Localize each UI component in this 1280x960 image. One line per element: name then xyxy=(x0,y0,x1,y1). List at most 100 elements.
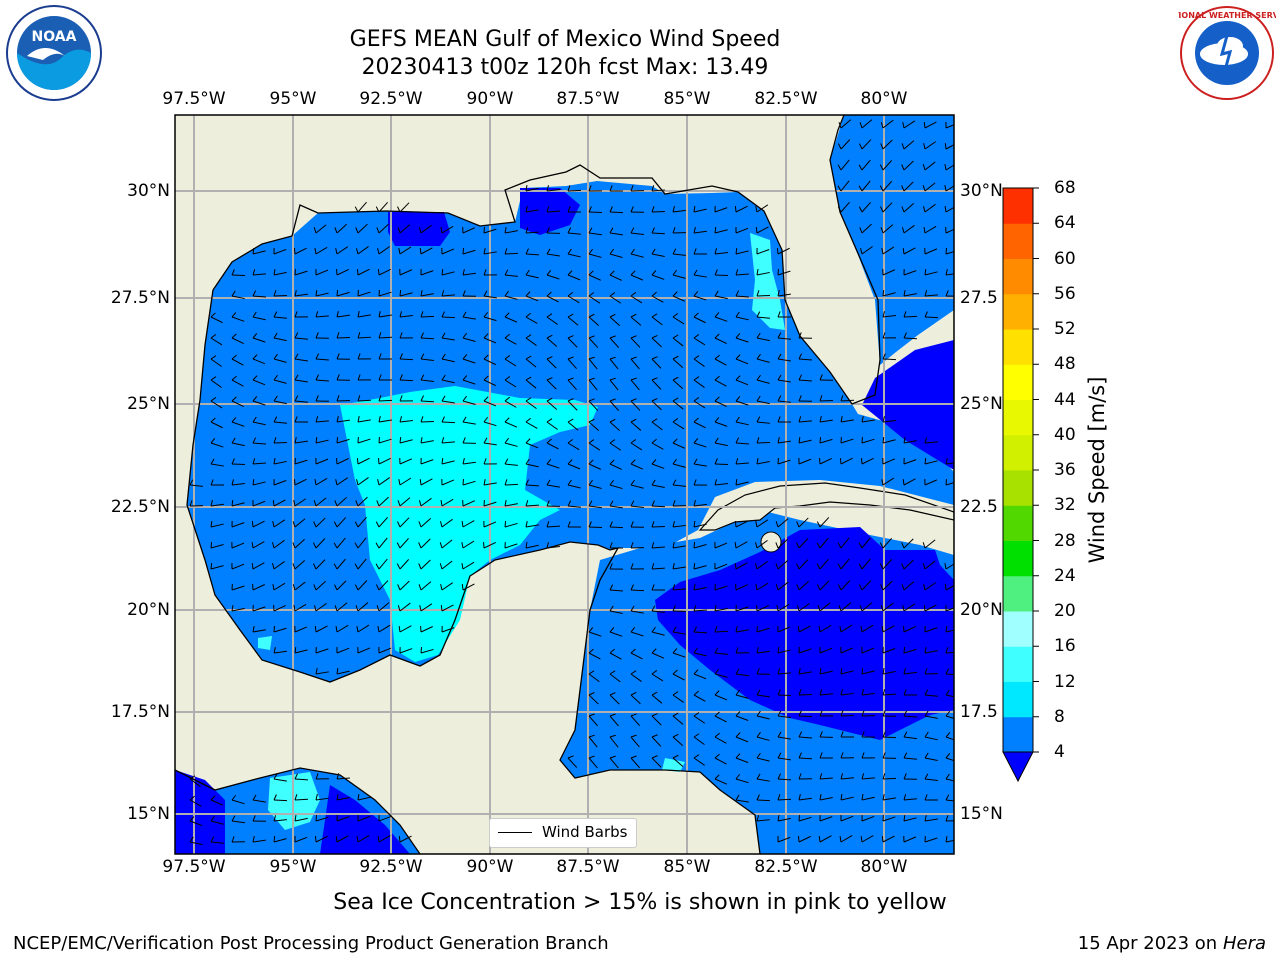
wind-barb-flag xyxy=(819,794,822,801)
wind-barb xyxy=(252,520,265,528)
wind-barb-flag xyxy=(735,753,741,759)
wind-barb-flag xyxy=(756,773,761,780)
wind-barb-flag xyxy=(252,396,258,402)
wind-barb xyxy=(735,673,749,677)
wind-barb-flag xyxy=(756,437,760,444)
wind-barb xyxy=(252,273,266,276)
wind-barb xyxy=(441,421,456,424)
wind-barb-flag xyxy=(609,248,615,255)
wind-barb-flag xyxy=(376,227,380,234)
wind-barb xyxy=(273,838,287,843)
wind-barb-flag xyxy=(441,353,446,360)
wind-barb xyxy=(336,458,349,465)
wind-barb xyxy=(798,648,812,654)
wind-barb xyxy=(294,440,308,444)
wind-barb-flag xyxy=(375,584,380,591)
wind-barb xyxy=(420,224,432,234)
wind-barb-flag xyxy=(924,731,929,738)
wind-barb-flag xyxy=(735,458,739,465)
wind-barb-flag xyxy=(376,605,380,612)
wind-barb-flag xyxy=(630,670,637,675)
wind-barb xyxy=(546,274,560,280)
wind-barb xyxy=(525,295,539,302)
wind-barb xyxy=(336,537,346,549)
wind-barb-flag xyxy=(881,248,884,255)
wind-barb-flag xyxy=(504,500,507,507)
wind-barb xyxy=(882,816,896,822)
wind-barb-flag xyxy=(945,689,950,696)
wind-barb-flag xyxy=(630,713,637,717)
wind-barb xyxy=(399,379,414,382)
wind-barb xyxy=(735,757,749,764)
wind-barb-flag xyxy=(881,835,884,843)
wind-barb xyxy=(273,480,287,486)
wind-barb xyxy=(609,442,622,451)
lon-label-bottom: 95°W xyxy=(269,857,317,877)
lon-label-top: 82.5°W xyxy=(754,89,818,109)
wind-barb-flag xyxy=(546,185,549,192)
wind-barb xyxy=(798,797,812,801)
wind-barb xyxy=(651,421,663,431)
wind-barb xyxy=(777,694,792,697)
colorbar-segment xyxy=(1003,293,1033,330)
wind-barb xyxy=(735,227,749,234)
wind-barb xyxy=(777,459,791,465)
wind-barb-flag xyxy=(945,668,950,675)
wind-barb xyxy=(210,820,224,825)
cyan-wind-patch-2 xyxy=(662,758,685,772)
lon-label-top: 95°W xyxy=(269,89,317,109)
wind-barb xyxy=(756,400,770,405)
wind-barb xyxy=(294,270,308,276)
footer-host: Hera xyxy=(1222,933,1266,954)
wind-barb-flag xyxy=(399,374,403,381)
wind-barb-flag xyxy=(798,773,802,780)
wind-barb-flag xyxy=(754,542,758,549)
wind-barb-flag xyxy=(356,457,359,465)
wind-barb-flag xyxy=(693,669,699,675)
wind-barb xyxy=(357,496,368,507)
wind-barb-flag xyxy=(630,439,637,444)
wind-barb xyxy=(336,268,349,276)
wind-barb-flag xyxy=(672,248,677,255)
wind-barb xyxy=(210,799,224,806)
wind-barb xyxy=(924,294,938,297)
wind-barb xyxy=(525,544,539,549)
wind-barb-flag xyxy=(693,334,700,339)
wind-barb-flag xyxy=(714,753,720,759)
wind-barb xyxy=(420,315,435,318)
wind-barb-flag xyxy=(924,773,929,780)
wind-barb-flag xyxy=(882,311,885,318)
wind-barb xyxy=(504,400,517,408)
wind-barb-flag xyxy=(336,332,340,339)
wind-barb xyxy=(378,399,393,402)
wind-barb xyxy=(756,715,770,720)
wind-barb-flag xyxy=(420,395,424,402)
wind-barb-flag xyxy=(923,227,926,234)
wind-barb-flag xyxy=(693,376,700,381)
wind-barb xyxy=(189,778,201,788)
wind-barb-flag xyxy=(252,375,258,381)
footer-credit: NCEP/EMC/Verification Post Processing Pr… xyxy=(13,933,609,954)
wind-barb xyxy=(378,537,388,549)
wind-barb xyxy=(756,605,769,612)
lon-label-bottom: 92.5°W xyxy=(359,857,423,877)
wind-barb-flag xyxy=(313,584,317,591)
wind-barb xyxy=(819,419,833,423)
wind-barb xyxy=(567,379,578,391)
wind-barb xyxy=(294,478,307,486)
wind-barb xyxy=(378,624,391,633)
wind-barb xyxy=(798,358,813,361)
wind-barb-flag xyxy=(609,627,615,633)
wind-barb-flag xyxy=(210,334,217,339)
wind-barb xyxy=(777,817,791,822)
wind-barb xyxy=(231,502,245,507)
wind-barb-flag xyxy=(546,397,553,402)
wind-barb-flag xyxy=(398,479,401,486)
wind-barb-flag xyxy=(525,376,532,381)
wind-barb xyxy=(273,799,288,802)
wind-barb-flag xyxy=(923,604,926,612)
wind-barb xyxy=(903,798,917,801)
wind-barb-flag xyxy=(567,479,572,486)
wind-barb-flag xyxy=(356,268,359,276)
